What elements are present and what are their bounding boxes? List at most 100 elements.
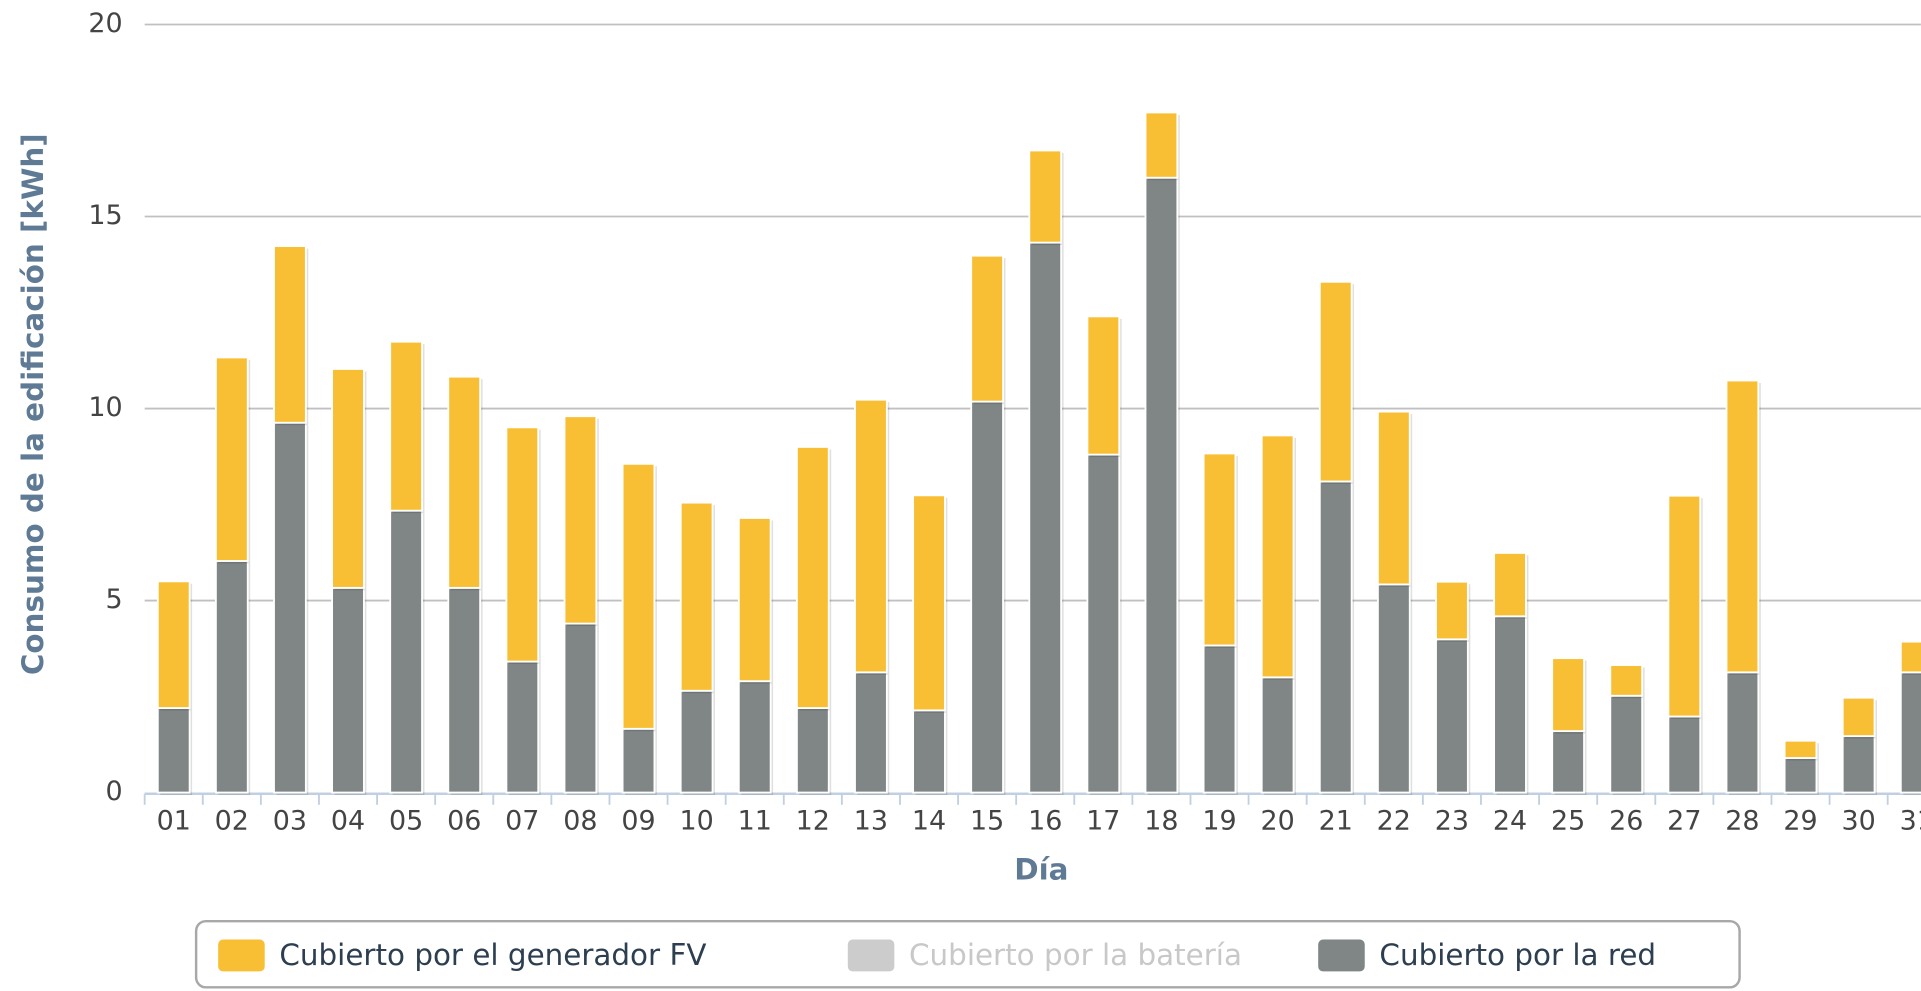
x-tick-label: 08 — [563, 805, 597, 836]
bar-segment — [389, 340, 423, 512]
bar-segment — [1202, 644, 1237, 794]
x-tick-label: 19 — [1202, 805, 1236, 836]
bar-segment — [854, 671, 888, 794]
x-tick-label: 05 — [389, 805, 423, 836]
bar-segment — [1202, 452, 1237, 647]
bar-segment — [214, 560, 249, 794]
bar-segment — [679, 689, 714, 794]
bar-segment — [1028, 149, 1063, 244]
y-tick-label: 15 — [88, 200, 122, 231]
legend-label[interactable]: Cubierto por la red — [1379, 938, 1656, 972]
x-tick-label: 03 — [273, 805, 307, 836]
y-tick-label: 0 — [105, 776, 122, 807]
x-tick-label: 02 — [215, 805, 249, 836]
bar-segment — [1899, 640, 1921, 674]
bar-segment — [1899, 671, 1921, 794]
bar-segment — [214, 356, 249, 562]
bar-segment — [737, 517, 772, 683]
x-tick-label: 30 — [1841, 805, 1875, 836]
x-tick-label: 01 — [157, 805, 191, 836]
x-tick-label: 10 — [679, 805, 713, 836]
x-tick-label: 31 — [1900, 805, 1921, 836]
bar-segment — [1609, 664, 1644, 697]
bar-segment — [1144, 176, 1179, 794]
bar-segment — [970, 254, 1004, 403]
bar-segment — [1609, 694, 1644, 794]
y-axis-title: Consumo de la edificación [kWh] — [16, 133, 50, 675]
bar-segment — [1318, 480, 1353, 794]
bar-segment — [1260, 676, 1295, 794]
bar-segment — [1376, 583, 1411, 794]
x-tick-label: 12 — [796, 805, 830, 836]
bar-segment — [1493, 552, 1527, 618]
bar-segment — [273, 421, 307, 794]
x-tick-label: 22 — [1377, 805, 1411, 836]
bar-segment — [1435, 638, 1469, 794]
x-tick-label: 09 — [621, 805, 655, 836]
bar-segment — [970, 400, 1004, 794]
x-tick-label: 16 — [1028, 805, 1062, 836]
bar-segment — [1435, 580, 1469, 641]
bar-segment — [1086, 315, 1121, 456]
bar-segment — [156, 580, 191, 709]
bar-segment — [1493, 615, 1527, 794]
bar-segment — [1028, 241, 1063, 794]
bar-segment — [1551, 657, 1585, 733]
x-tick-label: 06 — [447, 805, 481, 836]
bar-segment — [1260, 434, 1295, 679]
x-tick-label: 18 — [1144, 805, 1178, 836]
legend-swatch[interactable] — [847, 939, 895, 972]
legend-label[interactable]: Cubierto por la batería — [909, 938, 1242, 972]
bar-segment — [1551, 730, 1585, 794]
bar-segment — [1318, 280, 1353, 483]
bar-segment — [795, 707, 830, 794]
x-tick-label: 20 — [1260, 805, 1294, 836]
bar-segment — [1725, 671, 1760, 794]
y-tick-label: 5 — [105, 584, 122, 615]
x-tick-label: 28 — [1725, 805, 1759, 836]
bar-segment — [737, 680, 772, 794]
legend-swatch[interactable] — [218, 939, 265, 972]
bar-segment — [1841, 696, 1876, 738]
bar-segment — [1783, 757, 1818, 794]
bar-segment — [1783, 739, 1818, 759]
x-tick-label: 07 — [505, 805, 539, 836]
bar-segment — [273, 245, 307, 424]
bar-segment — [563, 622, 598, 794]
bar-segment — [912, 709, 946, 794]
x-tick-label: 21 — [1319, 805, 1353, 836]
x-tick-label: 04 — [331, 805, 365, 836]
x-tick-label: 27 — [1667, 805, 1701, 836]
bar-segment — [795, 446, 830, 709]
bar-segment — [1725, 379, 1760, 674]
x-tick-label: 17 — [1086, 805, 1120, 836]
bar-segment — [505, 426, 540, 663]
x-tick-label: 29 — [1783, 805, 1817, 836]
y-tick-label: 20 — [88, 8, 122, 39]
bar-segment — [1376, 410, 1411, 586]
bar-segment — [912, 494, 946, 712]
legend-swatch[interactable] — [1318, 939, 1365, 972]
bar-segment — [505, 660, 540, 794]
x-tick-label: 26 — [1609, 805, 1643, 836]
x-tick-label: 14 — [912, 805, 946, 836]
bar-segment — [1144, 111, 1179, 179]
bar-segment — [1667, 715, 1702, 794]
bar-segment — [1086, 453, 1121, 794]
bar-segment — [563, 415, 598, 625]
bar-segment — [679, 501, 714, 692]
x-tick-label: 13 — [854, 805, 888, 836]
bar-segment — [854, 398, 888, 674]
bar-segment — [1667, 494, 1702, 718]
x-tick-label: 23 — [1435, 805, 1469, 836]
x-tick-label: 25 — [1551, 805, 1585, 836]
bar-segment — [331, 586, 365, 794]
bar-segment — [447, 375, 482, 589]
bar-segment — [389, 509, 423, 794]
legend-label[interactable]: Cubierto por el generador FV — [279, 938, 706, 972]
bar-segment — [447, 586, 482, 794]
bar-segment — [621, 462, 656, 730]
x-tick-label: 24 — [1493, 805, 1527, 836]
